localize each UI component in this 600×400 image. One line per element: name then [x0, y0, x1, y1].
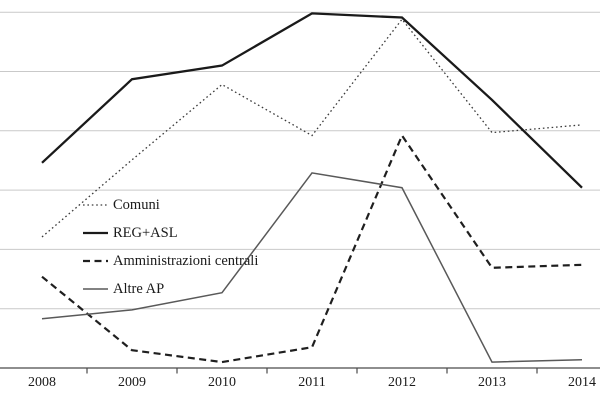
x-axis-label: 2010	[208, 375, 236, 390]
series-line-2	[41, 133, 583, 364]
legend-swatch-solid-gray-icon	[83, 288, 108, 290]
x-axis-label: 2011	[298, 375, 326, 390]
series-line-1	[41, 12, 583, 189]
series-line-3	[41, 172, 583, 363]
legend-swatch-dotted-icon	[83, 204, 108, 206]
legend-label: Amministrazioni centrali	[113, 252, 259, 269]
legend-label: REG+ASL	[113, 224, 178, 241]
legend-label: Altre AP	[113, 280, 165, 297]
legend-label: Comuni	[113, 196, 160, 213]
legend-item-comuni: Comuni	[82, 191, 258, 219]
legend-item-amministrazioni-centrali: Amministrazioni centrali	[82, 247, 258, 275]
legend-item-altre-ap: Altre AP	[82, 275, 258, 303]
x-axis-label: 2014	[568, 375, 596, 390]
x-axis-label: 2013	[478, 375, 506, 390]
legend-swatch-dashed-icon	[83, 259, 108, 263]
legend-item-reg-asl: REG+ASL	[82, 219, 258, 247]
x-axis-label: 2012	[388, 375, 416, 390]
legend-swatch-solid-icon	[83, 231, 108, 235]
legend: Comuni REG+ASL Amministrazioni centrali …	[82, 191, 258, 303]
series-line-0	[41, 18, 583, 238]
x-axis-label: 2009	[118, 375, 146, 390]
x-axis-label: 2008	[28, 375, 56, 390]
